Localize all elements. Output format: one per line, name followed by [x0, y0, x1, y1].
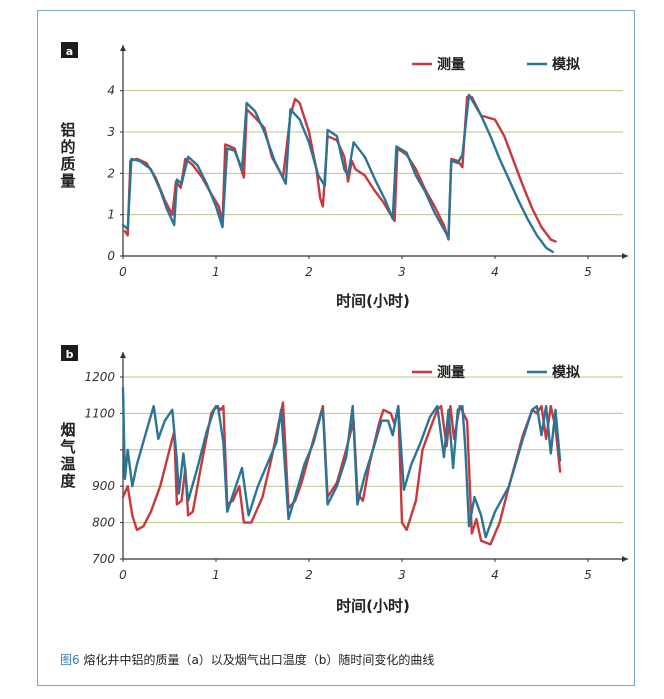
- x-axis-arrow: [622, 556, 628, 562]
- legend-label: 模拟: [552, 364, 580, 381]
- panel-label: b: [66, 348, 74, 361]
- x-tick-label: 0: [119, 568, 127, 582]
- x-tick-label: 5: [584, 568, 592, 582]
- figure-label: 图6: [60, 653, 80, 667]
- y-tick-label: 2: [107, 166, 115, 180]
- x-tick-label: 2: [305, 568, 313, 582]
- panel-label-badge: [61, 345, 78, 361]
- x-tick-label: 1: [212, 265, 220, 279]
- panel-label: a: [66, 45, 73, 58]
- x-tick-label: 3: [398, 265, 406, 279]
- y-axis-arrow: [120, 45, 126, 51]
- x-tick-label: 5: [584, 265, 592, 279]
- series-line-simulated: [121, 386, 562, 539]
- y-tick-label: 700: [92, 552, 115, 566]
- x-axis-arrow: [622, 253, 628, 259]
- figure-caption: 图6 熔化井中铝的质量（a）以及烟气出口温度（b）随时间变化的曲线: [60, 651, 434, 668]
- y-tick-label: 1: [107, 208, 115, 222]
- y-tick-label: 1100: [84, 406, 115, 420]
- series-line-measured: [123, 95, 557, 243]
- x-tick-label: 3: [398, 568, 406, 582]
- x-tick-label: 1: [212, 568, 220, 582]
- legend-label: 测量: [437, 364, 465, 381]
- x-tick-label: 4: [491, 265, 499, 279]
- y-tick-label: 800: [92, 516, 115, 530]
- y-axis-label: 烟气温度: [59, 421, 76, 490]
- x-axis-label: 时间(小时): [336, 292, 410, 310]
- figure-frame: [37, 10, 635, 686]
- y-tick-label: 4: [107, 84, 115, 98]
- legend-label: 测量: [437, 56, 465, 73]
- y-tick-label: 0: [107, 249, 115, 263]
- caption-text: 熔化井中铝的质量（a）以及烟气出口温度（b）随时间变化的曲线: [79, 653, 435, 667]
- y-tick-label: 1200: [84, 370, 115, 384]
- x-tick-label: 2: [305, 265, 313, 279]
- x-axis-label: 时间(小时): [336, 597, 410, 615]
- y-tick-label: 900: [92, 479, 115, 493]
- chart-panel-a: 0 1 2 3 4 0 1 2 3 4 5 a 时间(小时) 铝的质量 测量 模拟: [60, 42, 628, 310]
- y-axis-arrow: [120, 352, 126, 358]
- series-line-simulated: [121, 93, 554, 254]
- x-tick-label: 4: [491, 568, 499, 582]
- legend-label: 模拟: [552, 56, 580, 73]
- y-axis-label: 铝的质量: [60, 121, 75, 190]
- chart-panel-b: 700 800 900 1100 1200 0 1 2 3 4 5 b 时间(小时) 烟气温度 测量 模拟: [59, 345, 628, 615]
- y-tick-label: 3: [107, 125, 115, 139]
- panel-label-badge: [61, 42, 78, 58]
- x-tick-label: 0: [119, 265, 127, 279]
